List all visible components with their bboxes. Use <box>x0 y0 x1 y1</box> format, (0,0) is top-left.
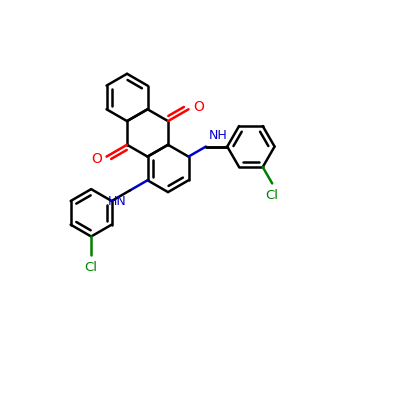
Text: NH: NH <box>209 129 228 142</box>
Text: Cl: Cl <box>266 189 279 202</box>
Text: O: O <box>91 152 102 166</box>
Text: O: O <box>193 100 204 114</box>
Text: HN: HN <box>108 195 127 208</box>
Text: Cl: Cl <box>85 261 98 274</box>
